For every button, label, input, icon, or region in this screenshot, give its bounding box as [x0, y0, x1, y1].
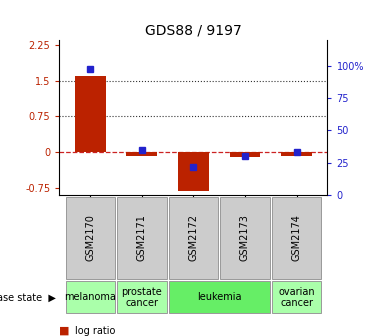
Text: GSM2171: GSM2171 — [137, 214, 147, 261]
Title: GDS88 / 9197: GDS88 / 9197 — [145, 24, 242, 38]
Text: log ratio: log ratio — [75, 326, 115, 336]
Text: prostate
cancer: prostate cancer — [121, 287, 162, 308]
Bar — [281, 152, 312, 156]
FancyBboxPatch shape — [117, 281, 167, 313]
Bar — [229, 152, 260, 157]
Text: leukemia: leukemia — [197, 292, 241, 302]
Text: GSM2172: GSM2172 — [188, 214, 198, 261]
FancyBboxPatch shape — [220, 197, 270, 279]
Text: disease state  ▶: disease state ▶ — [0, 292, 56, 302]
Bar — [178, 152, 209, 191]
FancyBboxPatch shape — [65, 197, 115, 279]
Bar — [75, 76, 106, 152]
Text: ■: ■ — [59, 326, 70, 336]
Text: GSM2170: GSM2170 — [85, 214, 95, 261]
Text: melanoma: melanoma — [64, 292, 116, 302]
FancyBboxPatch shape — [169, 197, 218, 279]
FancyBboxPatch shape — [169, 281, 270, 313]
FancyBboxPatch shape — [117, 197, 167, 279]
Text: ovarian
cancer: ovarian cancer — [278, 287, 315, 308]
FancyBboxPatch shape — [272, 281, 321, 313]
Bar — [126, 152, 157, 156]
FancyBboxPatch shape — [65, 281, 115, 313]
Text: GSM2173: GSM2173 — [240, 214, 250, 261]
Text: GSM2174: GSM2174 — [291, 214, 301, 261]
FancyBboxPatch shape — [272, 197, 321, 279]
